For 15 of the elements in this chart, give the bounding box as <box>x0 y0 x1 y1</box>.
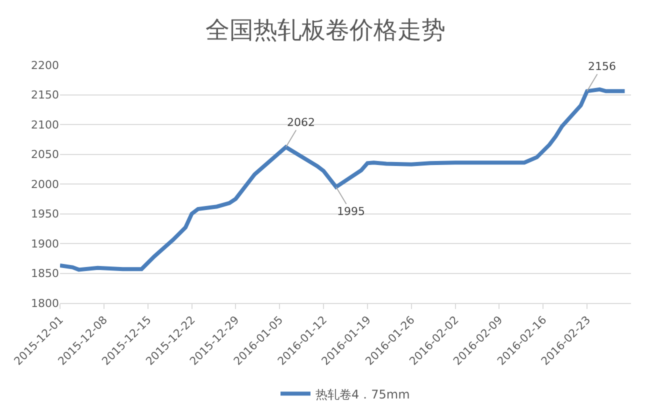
y-tick-label: 2150 <box>31 88 59 102</box>
chart-title: 全国热轧板卷价格走势 <box>206 16 446 44</box>
annotation: 1995 <box>337 205 365 218</box>
y-tick-label: 2100 <box>31 118 59 132</box>
y-tick-label: 2000 <box>31 178 59 191</box>
y-tick-label: 2200 <box>31 58 59 72</box>
annotation: 2156 <box>588 60 616 73</box>
line-series <box>60 87 627 272</box>
y-tick-label: 1900 <box>31 237 59 250</box>
y-tick-label: 2050 <box>31 148 59 162</box>
legend-label: 热轧卷4．75mm <box>316 387 410 402</box>
annotation: 2062 <box>287 116 315 129</box>
y-tick-label: 1800 <box>31 296 59 310</box>
y-tick-label: 1950 <box>31 208 59 221</box>
y-tick-label: 1850 <box>31 267 59 280</box>
